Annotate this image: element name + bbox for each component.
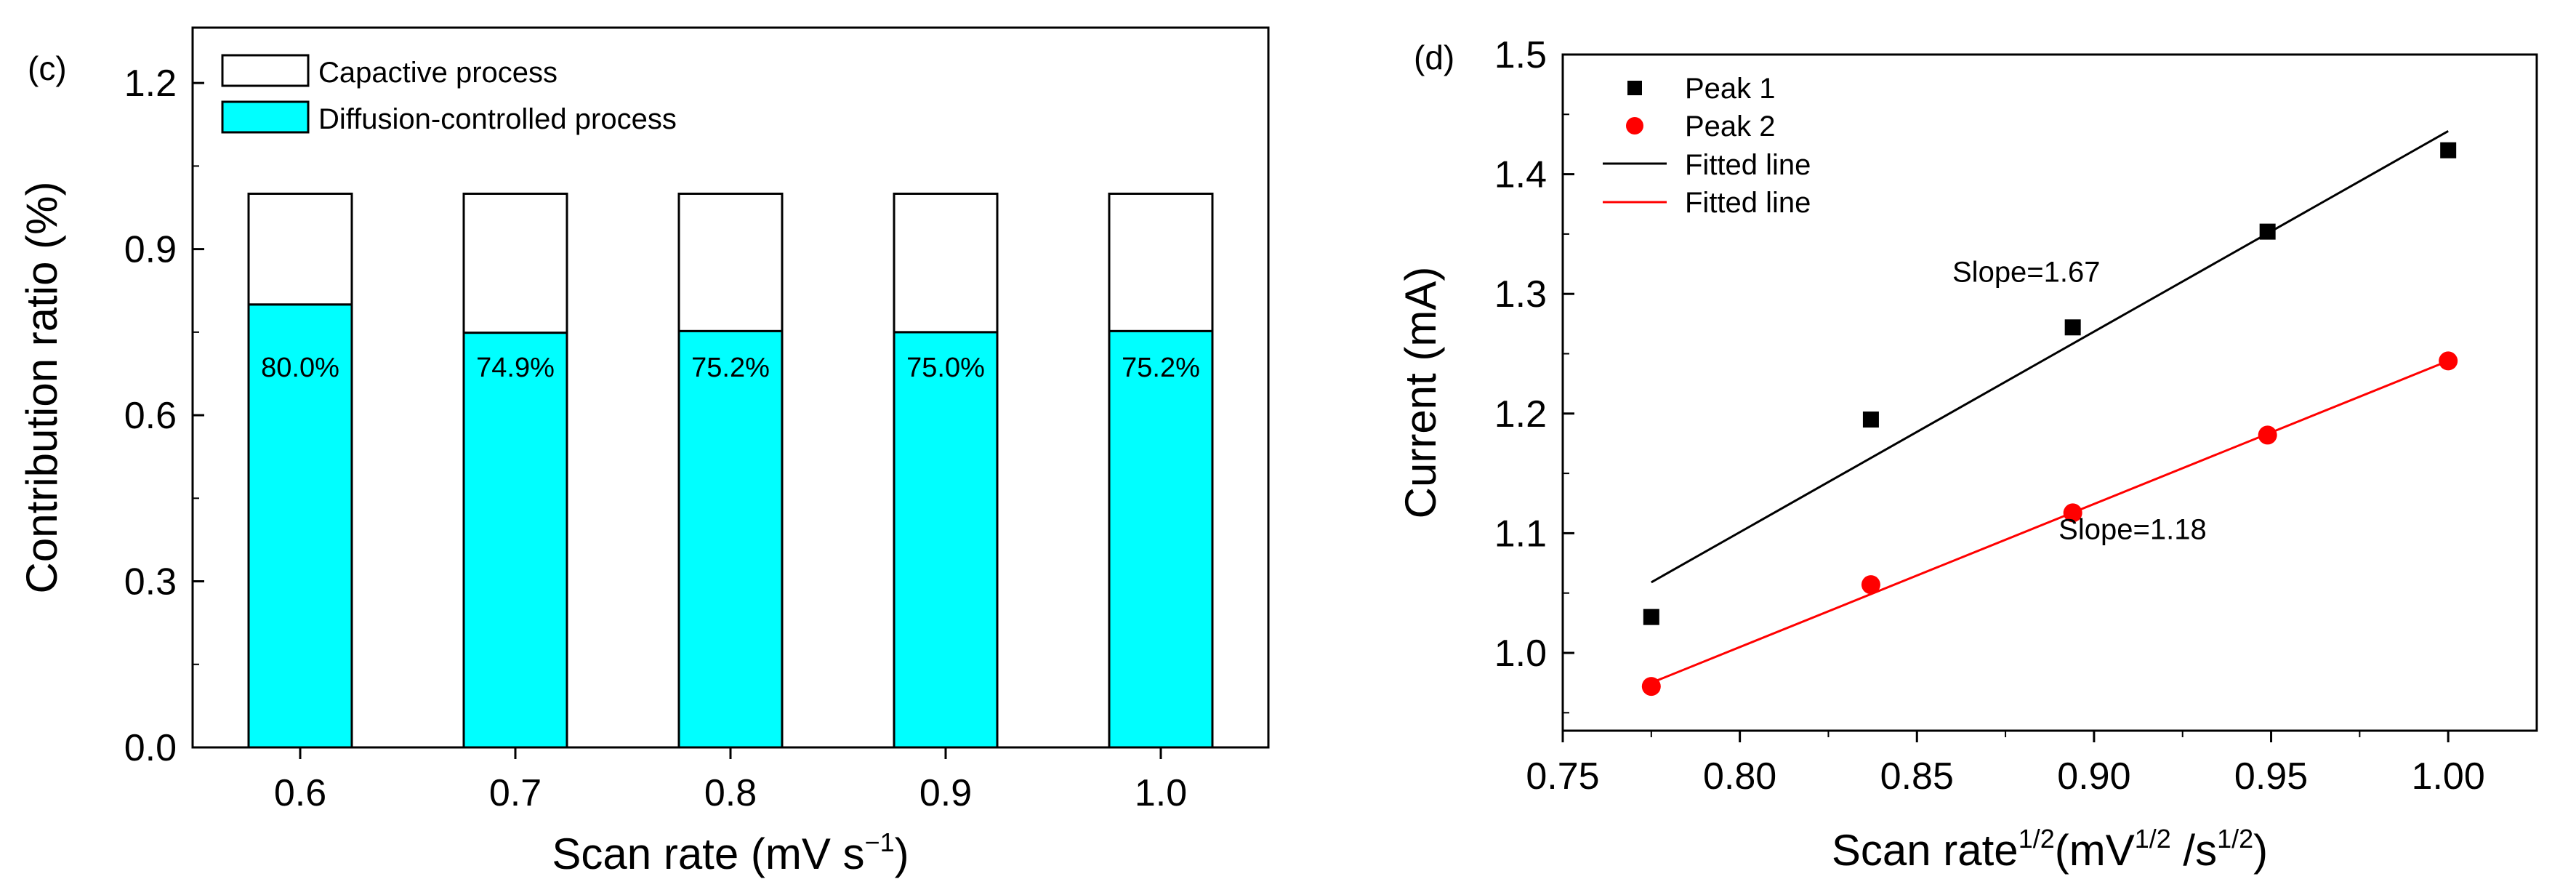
d-x-title-main: Scan rate (1832, 826, 2018, 875)
bar-capactive-4 (1108, 192, 1214, 332)
c-ytick-label-0: 0.0 (124, 727, 177, 769)
d-x-title-sup1: 1/2 (2018, 824, 2055, 854)
c-xtick-label-1: 0.7 (489, 772, 542, 814)
point-peak2-1 (1861, 575, 1880, 595)
c-x-axis-title: Scan rate (mV s−1) (552, 827, 909, 878)
point-peak2-2 (2063, 503, 2082, 523)
c-y-axis-title: Contribution ratio (%) (17, 182, 66, 594)
d-ytick-label-5: 1.5 (1494, 34, 1547, 76)
point-peak1-1 (1862, 412, 1879, 428)
bar-diffusion-3 (893, 331, 999, 749)
legend-label-peak2: Peak 2 (1685, 111, 1776, 143)
data-label-0: 80.0% (261, 353, 339, 383)
bar-diffusion-4 (1108, 329, 1214, 749)
d-fit-lines (1651, 130, 2449, 684)
c-xtick-label-3: 0.9 (919, 772, 972, 814)
bar-capactive-2 (677, 192, 784, 332)
c-xtick-label-4: 1.0 (1135, 772, 1187, 814)
chart-c: (c) 80.0% 74.9% 75.2% 75.0% 75.2% 0.00.30.60… (17, 26, 1270, 878)
data-label-1: 74.9% (476, 353, 555, 383)
point-peak2-0 (1641, 677, 1661, 697)
legend-swatch-diffusion (221, 100, 310, 134)
d-x-title-sup2: 1/2 (2135, 824, 2171, 854)
d-ytick-label-3: 1.3 (1494, 273, 1547, 316)
c-x-title-main: Scan rate (mV s (552, 830, 864, 878)
bar-capactive-0 (247, 192, 353, 306)
d-data-points (1641, 142, 2458, 697)
chart-d: (d) 1.01.11.21.31.41.5 0.75 0.80 0.85 0.90 0… (1396, 34, 2538, 875)
d-legend: Peak 1 Peak 2 Fitted line Fitted line (1603, 73, 1811, 219)
d-xtick-label-0: 0.75 (1526, 755, 1599, 798)
point-peak1-3 (2259, 223, 2276, 240)
point-peak1-0 (1643, 609, 1659, 625)
legend-label-fit2: Fitted line (1685, 187, 1811, 219)
fit-line-1 (1651, 359, 2449, 684)
slope-annotation-1: Slope=1.18 (2058, 514, 2207, 546)
d-annotations: Slope=1.67 Slope=1.18 (1952, 257, 2207, 546)
d-xtick-label-4: 0.95 (2234, 755, 2308, 798)
legend-label-fit1: Fitted line (1685, 149, 1811, 181)
point-peak1-4 (2440, 142, 2457, 158)
c-y-axis: 0.0 0.3 0.6 0.9 1.2 (124, 63, 204, 769)
d-x-axis: 0.75 0.80 0.85 0.90 0.95 1.00 (1526, 731, 2485, 798)
data-label-3: 75.0% (906, 353, 985, 383)
d-plot-frame (1561, 53, 2538, 732)
legend-label-peak1: Peak 1 (1685, 73, 1776, 105)
point-peak2-3 (2258, 425, 2277, 445)
d-y-axis-title: Current (mA) (1396, 267, 1445, 519)
bar-diffusion-1 (462, 332, 568, 749)
legend-label-capactive: Capactive process (318, 57, 558, 89)
c-ytick-label-4: 1.2 (124, 63, 177, 105)
data-label-4: 75.2% (1122, 353, 1200, 383)
panel-label-c: (c) (28, 49, 67, 87)
d-xtick-label-2: 0.85 (1880, 755, 1954, 798)
d-ytick-label-2: 1.2 (1494, 393, 1547, 436)
d-ytick-label-1: 1.1 (1494, 513, 1547, 555)
d-ytick-label-0: 1.0 (1494, 633, 1547, 675)
c-data-labels: 80.0% 74.9% 75.2% 75.0% 75.2% (261, 353, 1200, 383)
c-x-title-end: ) (895, 830, 909, 878)
c-legend: Capactive process Diffusion-controlled p… (221, 54, 677, 135)
d-x-title-mid: (mV (2055, 826, 2135, 875)
d-x-title-sup3: 1/2 (2217, 824, 2253, 854)
c-ytick-label-1: 0.3 (124, 561, 177, 603)
bar-diffusion-2 (677, 329, 784, 749)
d-xtick-label-5: 1.00 (2412, 755, 2485, 798)
legend-label-diffusion: Diffusion-controlled process (318, 103, 677, 135)
bar-capactive-1 (462, 192, 568, 334)
legend-marker-peak2 (1626, 117, 1643, 135)
d-x-title-mid2: /s (2171, 826, 2217, 875)
c-xtick-label-0: 0.6 (274, 772, 326, 814)
bar-capactive-3 (893, 192, 999, 334)
d-ytick-label-4: 1.4 (1494, 154, 1547, 196)
c-ytick-label-2: 0.6 (124, 395, 177, 437)
c-xtick-label-2: 0.8 (704, 772, 757, 814)
d-x-title-end: ) (2253, 826, 2268, 875)
c-x-axis: 0.6 0.7 0.8 0.9 1.0 (274, 747, 1187, 814)
panel-label-d: (d) (1414, 39, 1454, 76)
d-x-axis-title: Scan rate1/2(mV1/2 /s1/2) (1832, 824, 2268, 875)
point-peak1-2 (2064, 319, 2081, 336)
c-bars (247, 192, 1214, 749)
slope-annotation-0: Slope=1.67 (1952, 257, 2101, 289)
d-y-axis: 1.0 1.1 1.2 1.3 1.4 1.5 (1494, 34, 1574, 714)
d-xtick-label-1: 0.80 (1703, 755, 1776, 798)
legend-marker-peak1 (1627, 81, 1642, 95)
d-xtick-label-3: 0.90 (2057, 755, 2130, 798)
data-label-2: 75.2% (691, 353, 770, 383)
legend-swatch-capactive (221, 54, 310, 87)
c-ytick-label-3: 0.9 (124, 229, 177, 271)
c-x-title-sup: −1 (865, 827, 895, 857)
fit-line-0 (1651, 130, 2449, 584)
point-peak2-4 (2439, 351, 2458, 371)
bar-diffusion-0 (247, 303, 353, 749)
